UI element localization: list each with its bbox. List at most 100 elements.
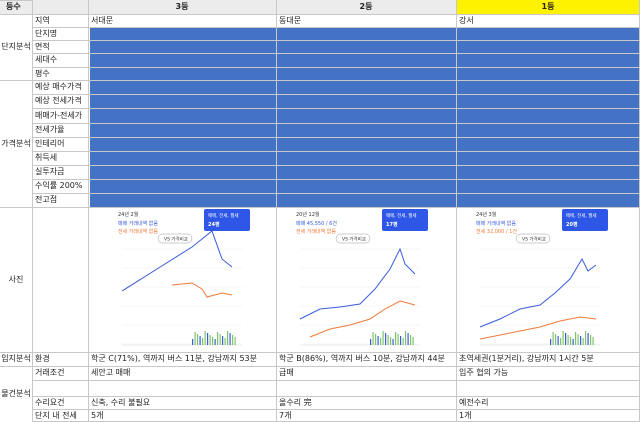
chart-date: 24년 3월	[476, 211, 497, 218]
volume-bar	[207, 333, 209, 345]
volume-bar	[412, 337, 414, 345]
row-line	[32, 40, 640, 41]
volume-bar	[232, 335, 234, 345]
row-cell: 강서	[459, 15, 474, 25]
row-label: 단지 내 전세	[35, 410, 77, 420]
row-line	[32, 352, 640, 353]
row-cell: 예전수리	[459, 397, 489, 407]
row-label: 수리요건	[35, 397, 65, 407]
row-cell: 입주 협의 가능	[459, 368, 509, 377]
compare-text: VS 가격비교	[522, 236, 546, 243]
group-label: 가격분석	[1, 138, 31, 148]
compare-text: VS 가격비교	[342, 236, 366, 243]
size-text: 17평	[386, 221, 398, 228]
sale-info: 매매 거래내역 없음	[118, 220, 158, 227]
group-label: 사진	[8, 274, 24, 284]
row-label: 수익률 200%	[35, 181, 83, 190]
volume-bar	[570, 337, 572, 345]
volume-bar	[592, 337, 594, 345]
row-label: 전세가율	[35, 125, 65, 134]
volume-bar	[407, 333, 409, 345]
compare-button	[335, 233, 371, 244]
row-line	[32, 80, 640, 81]
size-text: 20평	[566, 221, 578, 228]
group-label: 입지분석	[1, 354, 31, 363]
row-cell: 올수리 完	[279, 397, 312, 407]
col-line	[32, 0, 33, 422]
row-line	[32, 207, 640, 208]
filter-text: 매매, 전세, 월세	[386, 212, 417, 219]
volume-bar	[204, 331, 206, 345]
volume-bar	[572, 339, 574, 345]
sale-info: 매매 45,550 / 6건	[296, 220, 337, 227]
filter-text: 매매, 전세, 월세	[566, 212, 597, 219]
volume-bar	[577, 334, 579, 345]
row-line	[32, 53, 640, 54]
volume-bar	[557, 336, 559, 345]
rent-line	[309, 300, 416, 338]
compare-text: VS 가격비교	[164, 236, 188, 243]
group-line	[0, 80, 32, 81]
compare-button	[515, 233, 551, 244]
volume-bar	[567, 335, 569, 345]
volume-bar	[565, 333, 567, 345]
volume-bar	[199, 336, 201, 345]
row-label: 예상 전세가격	[35, 96, 82, 105]
row-label: 취득세	[35, 153, 58, 162]
filter-box	[382, 209, 428, 231]
volume-bar	[580, 336, 582, 345]
row-label: 단지명	[35, 28, 58, 38]
row-line	[32, 14, 640, 15]
sale-info: 매매 거래내역 없음	[476, 220, 516, 227]
volume-bar	[212, 337, 214, 345]
rent-info: 전세 32,000 / 1건	[476, 228, 517, 235]
group-line	[0, 207, 32, 208]
group-label: 단지분석	[1, 42, 31, 51]
group-line	[0, 0, 32, 1]
row-cell: 동대문	[279, 15, 302, 25]
volume-bar	[405, 331, 407, 345]
volume-bar	[229, 333, 231, 345]
size-text: 24평	[208, 221, 220, 228]
group-line	[0, 352, 32, 353]
volume-bar	[410, 335, 412, 345]
group-line	[0, 366, 32, 367]
row-cell: 학군 C(71%), 역까지 버스 11분, 강남까지 53분	[91, 354, 257, 363]
row-cell: 5개	[91, 410, 104, 420]
row-line	[32, 123, 640, 124]
volume-bar	[395, 332, 397, 345]
row-cell: 초역세권(1분거리), 강남까지 1시간 5분	[459, 354, 594, 363]
row-label: 평수	[35, 68, 50, 78]
volume-bar	[234, 337, 236, 345]
row-line	[32, 67, 640, 68]
card-bg	[290, 209, 432, 351]
row-label: 전고점	[35, 195, 58, 204]
volume-bar	[562, 331, 564, 345]
rank-header: 2등	[359, 2, 373, 11]
volume-bar	[209, 335, 211, 345]
row-label: 예상 매수가격	[35, 82, 82, 91]
row-cell: 학군 B(86%), 역까지 버스 10분, 강남까지 44분	[279, 354, 445, 363]
volume-bar	[197, 334, 199, 345]
filter-box	[204, 209, 250, 231]
row-cell: 신축, 수리 불필요	[91, 397, 151, 407]
group-label: 물건분석	[1, 389, 31, 398]
volume-bar	[550, 339, 552, 345]
row-label: 매매가-전세가	[35, 110, 83, 120]
volume-bar	[194, 332, 196, 345]
row-line	[32, 366, 640, 367]
volume-bar	[192, 339, 194, 345]
rank-header: 1등	[456, 0, 640, 14]
sale-line	[479, 257, 597, 328]
row-cell: 7개	[279, 410, 292, 420]
volume-bar	[377, 336, 379, 345]
filter-text: 매매, 전세, 월세	[208, 212, 239, 219]
group-line	[0, 14, 32, 15]
sale-line	[121, 230, 233, 292]
volume-bar	[552, 332, 554, 345]
rent-info: 전세 거래내역 없음	[118, 228, 158, 235]
row-line	[32, 165, 640, 166]
row-label: 거래조건	[35, 368, 65, 377]
